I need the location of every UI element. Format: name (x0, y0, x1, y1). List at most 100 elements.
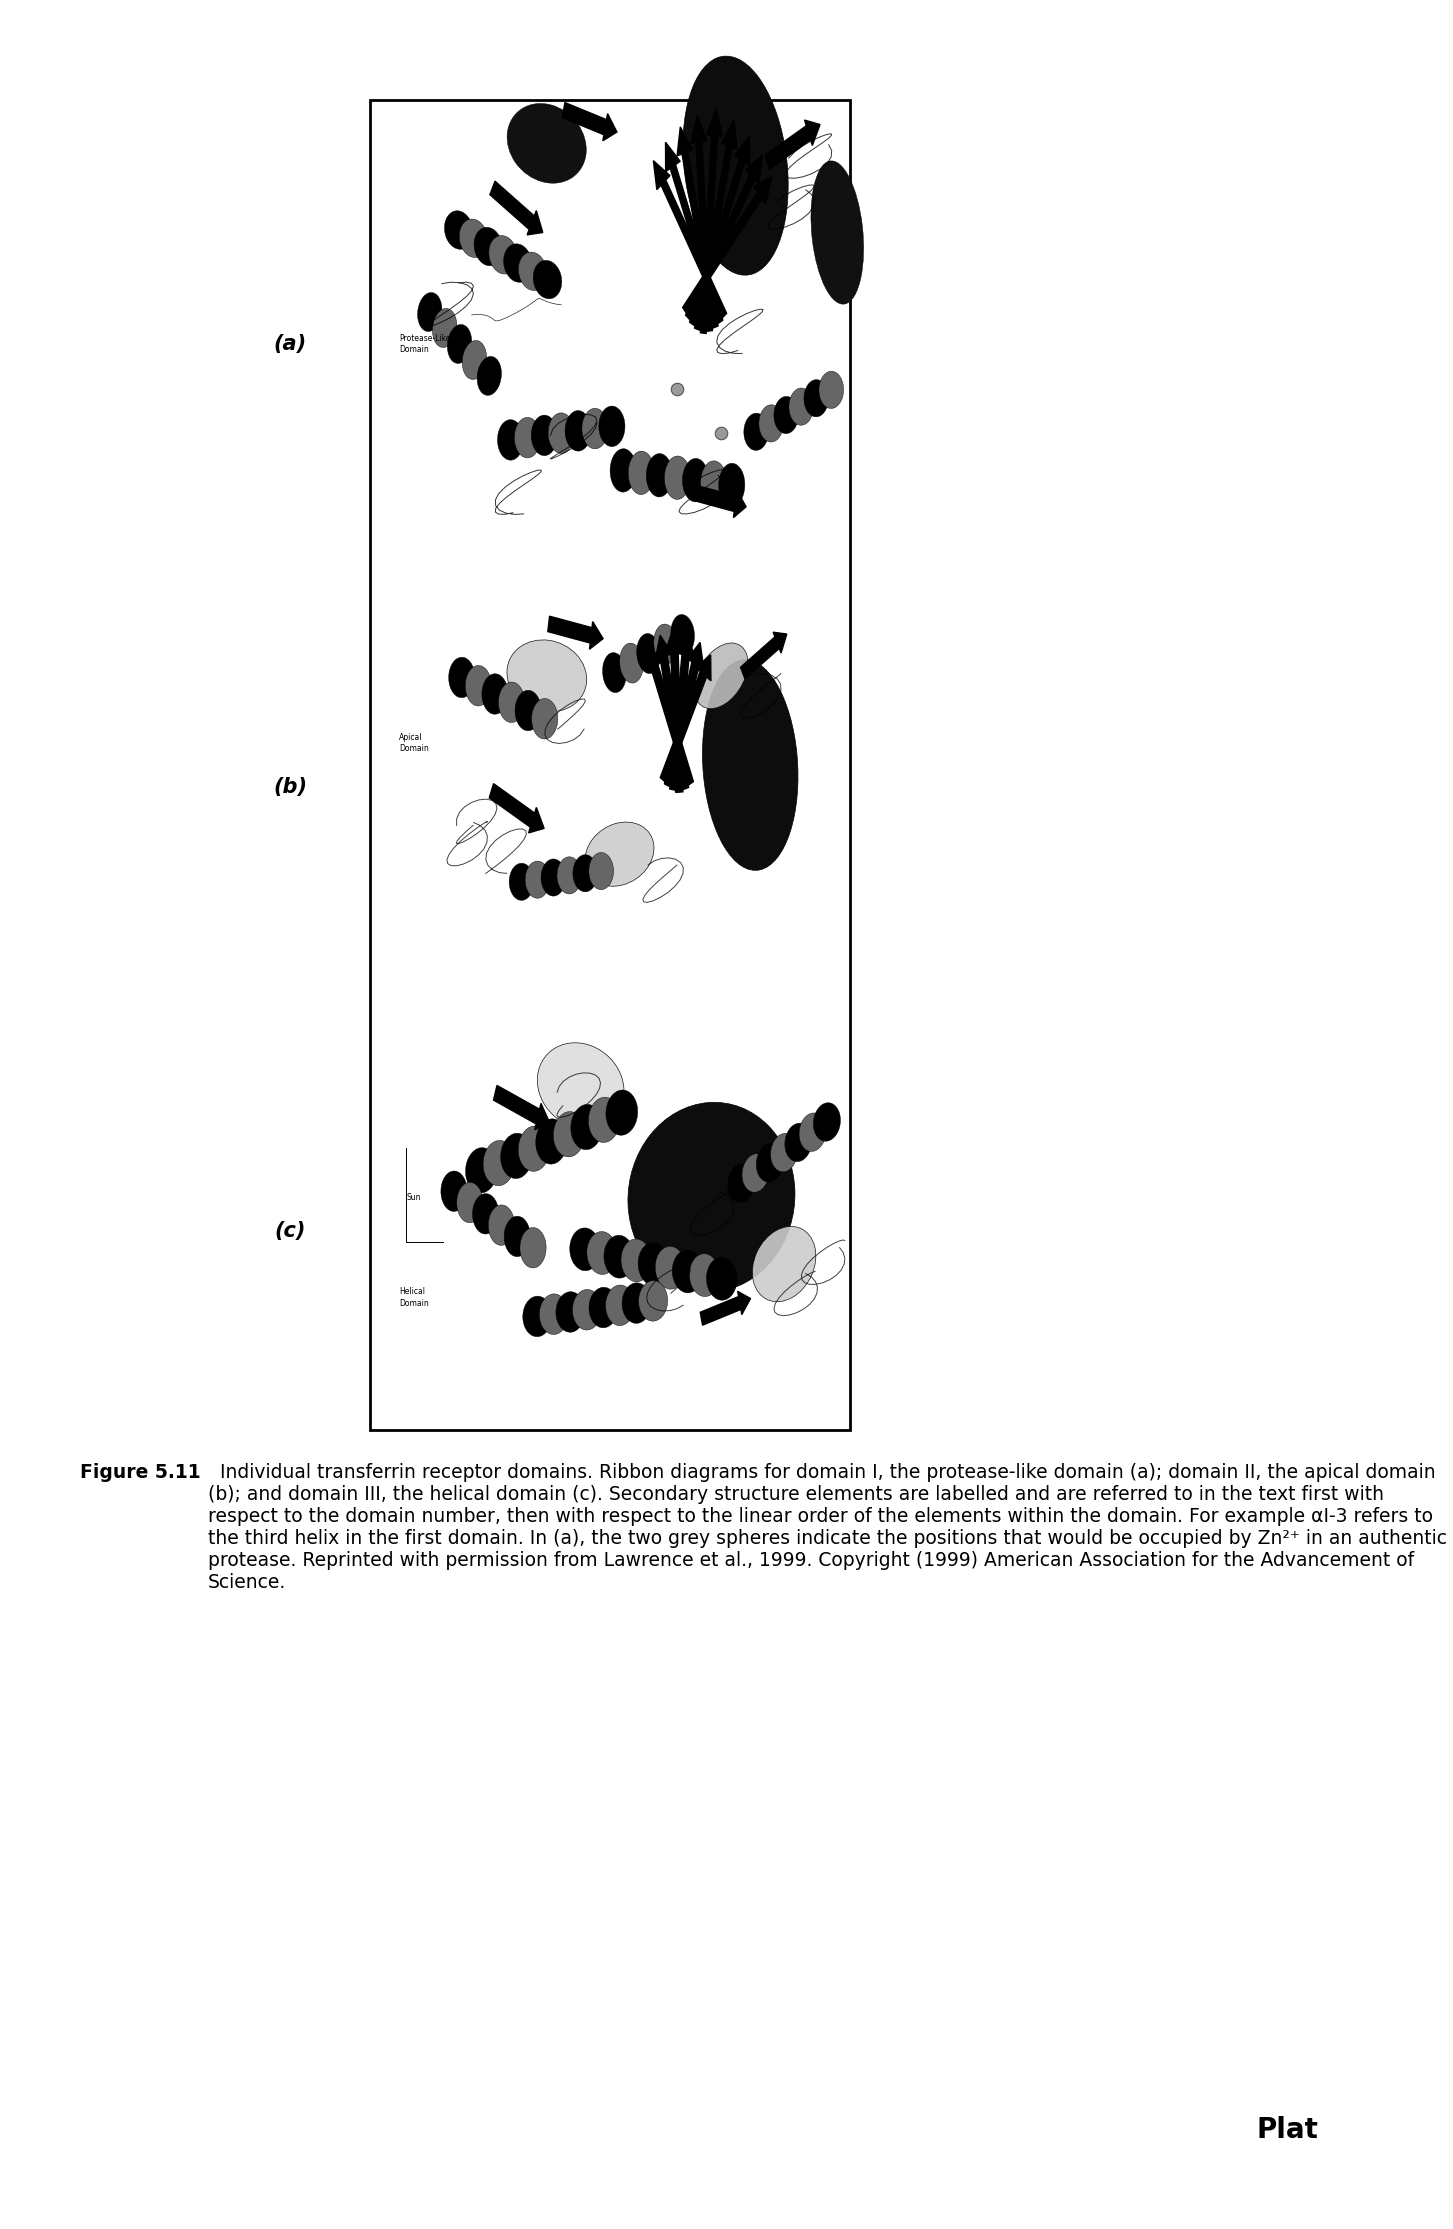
Ellipse shape (628, 1103, 795, 1293)
Ellipse shape (619, 644, 644, 682)
Ellipse shape (532, 698, 558, 740)
FancyArrow shape (766, 120, 819, 169)
Ellipse shape (520, 1228, 546, 1268)
Ellipse shape (811, 160, 863, 303)
Ellipse shape (819, 372, 844, 408)
Ellipse shape (507, 640, 587, 711)
Ellipse shape (570, 1228, 600, 1271)
Ellipse shape (689, 1253, 719, 1297)
Ellipse shape (554, 1112, 586, 1157)
Ellipse shape (588, 851, 613, 889)
Ellipse shape (417, 292, 442, 332)
FancyArrow shape (677, 127, 718, 328)
Ellipse shape (472, 1193, 498, 1235)
Ellipse shape (449, 658, 475, 698)
Ellipse shape (789, 388, 814, 426)
Ellipse shape (539, 1293, 568, 1335)
Ellipse shape (525, 860, 549, 898)
FancyArrow shape (655, 635, 689, 789)
Ellipse shape (588, 1097, 620, 1143)
Ellipse shape (541, 858, 565, 896)
Ellipse shape (504, 243, 532, 283)
Ellipse shape (774, 397, 799, 435)
FancyArrow shape (690, 136, 750, 325)
Ellipse shape (586, 823, 654, 887)
FancyArrow shape (494, 1086, 549, 1130)
Ellipse shape (606, 1090, 638, 1135)
FancyArrow shape (695, 486, 745, 517)
Ellipse shape (588, 1288, 618, 1328)
Ellipse shape (603, 653, 626, 693)
Ellipse shape (445, 212, 474, 250)
Text: Individual transferrin receptor domains. Ribbon diagrams for domain I, the prote: Individual transferrin receptor domains.… (208, 1464, 1447, 1592)
Ellipse shape (671, 615, 695, 655)
Ellipse shape (482, 1141, 514, 1186)
Ellipse shape (814, 1103, 840, 1141)
Ellipse shape (465, 1148, 497, 1193)
Ellipse shape (548, 412, 574, 452)
Ellipse shape (628, 450, 654, 495)
FancyArrow shape (665, 143, 722, 323)
Ellipse shape (536, 1119, 568, 1164)
Ellipse shape (533, 261, 562, 299)
Ellipse shape (728, 1164, 756, 1201)
Ellipse shape (742, 1155, 769, 1193)
Ellipse shape (683, 459, 709, 502)
Text: Plat: Plat (1257, 2115, 1319, 2144)
FancyArrow shape (548, 615, 603, 649)
Ellipse shape (462, 341, 487, 379)
Text: Sun: Sun (407, 1193, 421, 1201)
Ellipse shape (572, 1288, 602, 1331)
Bar (371, 100, 850, 1431)
Ellipse shape (519, 252, 546, 290)
Ellipse shape (482, 673, 509, 713)
Ellipse shape (753, 1226, 815, 1302)
Ellipse shape (804, 379, 828, 417)
Ellipse shape (465, 666, 491, 707)
Ellipse shape (572, 854, 597, 892)
Ellipse shape (758, 406, 783, 441)
Ellipse shape (448, 325, 472, 363)
Ellipse shape (581, 408, 607, 448)
FancyArrow shape (690, 116, 712, 332)
Ellipse shape (700, 461, 726, 504)
Ellipse shape (433, 308, 456, 348)
Text: Protease-Like
Domain: Protease-Like Domain (400, 334, 450, 354)
Text: Apical
Domain: Apical Domain (400, 733, 429, 753)
Ellipse shape (638, 1282, 667, 1322)
Ellipse shape (799, 1112, 827, 1152)
Ellipse shape (514, 417, 541, 457)
Ellipse shape (514, 691, 541, 731)
Ellipse shape (488, 1206, 514, 1246)
Ellipse shape (706, 1257, 737, 1300)
Ellipse shape (504, 1217, 530, 1257)
FancyArrow shape (647, 646, 693, 787)
Ellipse shape (497, 419, 523, 459)
Ellipse shape (556, 856, 581, 894)
Ellipse shape (702, 660, 798, 869)
Ellipse shape (477, 357, 501, 395)
FancyArrow shape (660, 655, 711, 782)
Ellipse shape (647, 452, 673, 497)
FancyArrow shape (664, 642, 703, 787)
FancyArrow shape (741, 633, 786, 680)
Ellipse shape (664, 457, 690, 499)
Ellipse shape (488, 236, 517, 274)
Ellipse shape (683, 56, 788, 274)
Text: Helical
Domain: Helical Domain (400, 1288, 429, 1308)
FancyArrow shape (665, 626, 683, 794)
Ellipse shape (610, 448, 636, 493)
Ellipse shape (474, 227, 503, 265)
Ellipse shape (785, 1123, 812, 1161)
Ellipse shape (757, 1143, 783, 1181)
FancyArrow shape (670, 633, 695, 791)
Ellipse shape (571, 1103, 603, 1150)
Ellipse shape (509, 863, 533, 901)
Ellipse shape (606, 1286, 635, 1326)
Text: (a): (a) (273, 334, 307, 354)
Ellipse shape (673, 1250, 703, 1293)
Ellipse shape (556, 1291, 586, 1333)
Ellipse shape (654, 624, 677, 664)
Ellipse shape (532, 415, 558, 455)
Ellipse shape (719, 464, 745, 506)
